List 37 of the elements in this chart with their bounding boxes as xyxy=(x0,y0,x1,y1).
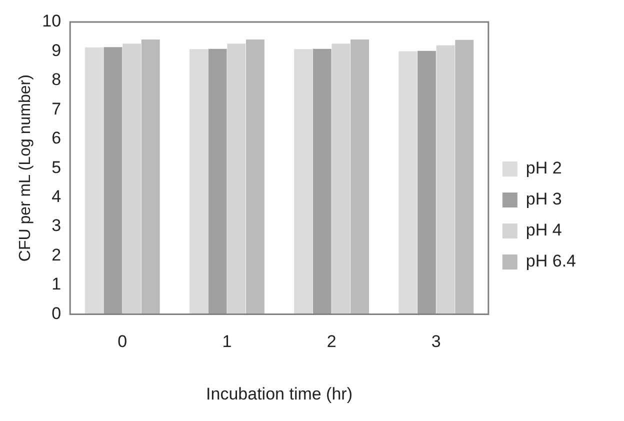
bar xyxy=(294,49,313,314)
y-tick-label: 9 xyxy=(52,40,62,60)
y-tick-label: 2 xyxy=(52,245,62,264)
y-tick-label: 10 xyxy=(42,12,62,31)
bar xyxy=(398,51,418,314)
legend-label: pH 6.4 xyxy=(526,252,576,271)
bar xyxy=(436,45,455,314)
x-axis-title: Incubation time (hr) xyxy=(206,384,352,404)
y-tick-label: 7 xyxy=(52,99,62,118)
bar xyxy=(141,40,160,314)
x-tick-label: 2 xyxy=(326,332,336,352)
legend-label: pH 3 xyxy=(526,190,562,209)
x-tick-label: 0 xyxy=(118,332,128,352)
legend-label: pH 4 xyxy=(526,220,562,240)
bar xyxy=(190,49,208,314)
y-tick-label: 3 xyxy=(52,216,62,236)
x-tick-label: 3 xyxy=(431,332,441,352)
y-tick-label: 1 xyxy=(52,274,62,294)
legend-label: pH 2 xyxy=(526,158,562,178)
x-tick-label: 1 xyxy=(222,332,232,352)
bar xyxy=(122,44,142,314)
bar xyxy=(455,40,474,314)
bar xyxy=(417,50,436,314)
bar xyxy=(84,47,104,314)
y-tick-label: 0 xyxy=(52,304,62,323)
y-tick-label: 6 xyxy=(52,128,62,148)
bar xyxy=(350,40,370,314)
bar xyxy=(332,44,350,314)
y-tick-label: 5 xyxy=(52,158,62,177)
bar xyxy=(208,48,227,314)
bar xyxy=(104,47,122,314)
y-axis-title: CFU per mL (Log number) xyxy=(17,74,34,262)
y-tick-label: 4 xyxy=(52,187,62,206)
bar xyxy=(312,48,332,314)
bar xyxy=(246,40,264,314)
y-tick-label: 8 xyxy=(52,70,62,90)
bar xyxy=(227,44,246,314)
